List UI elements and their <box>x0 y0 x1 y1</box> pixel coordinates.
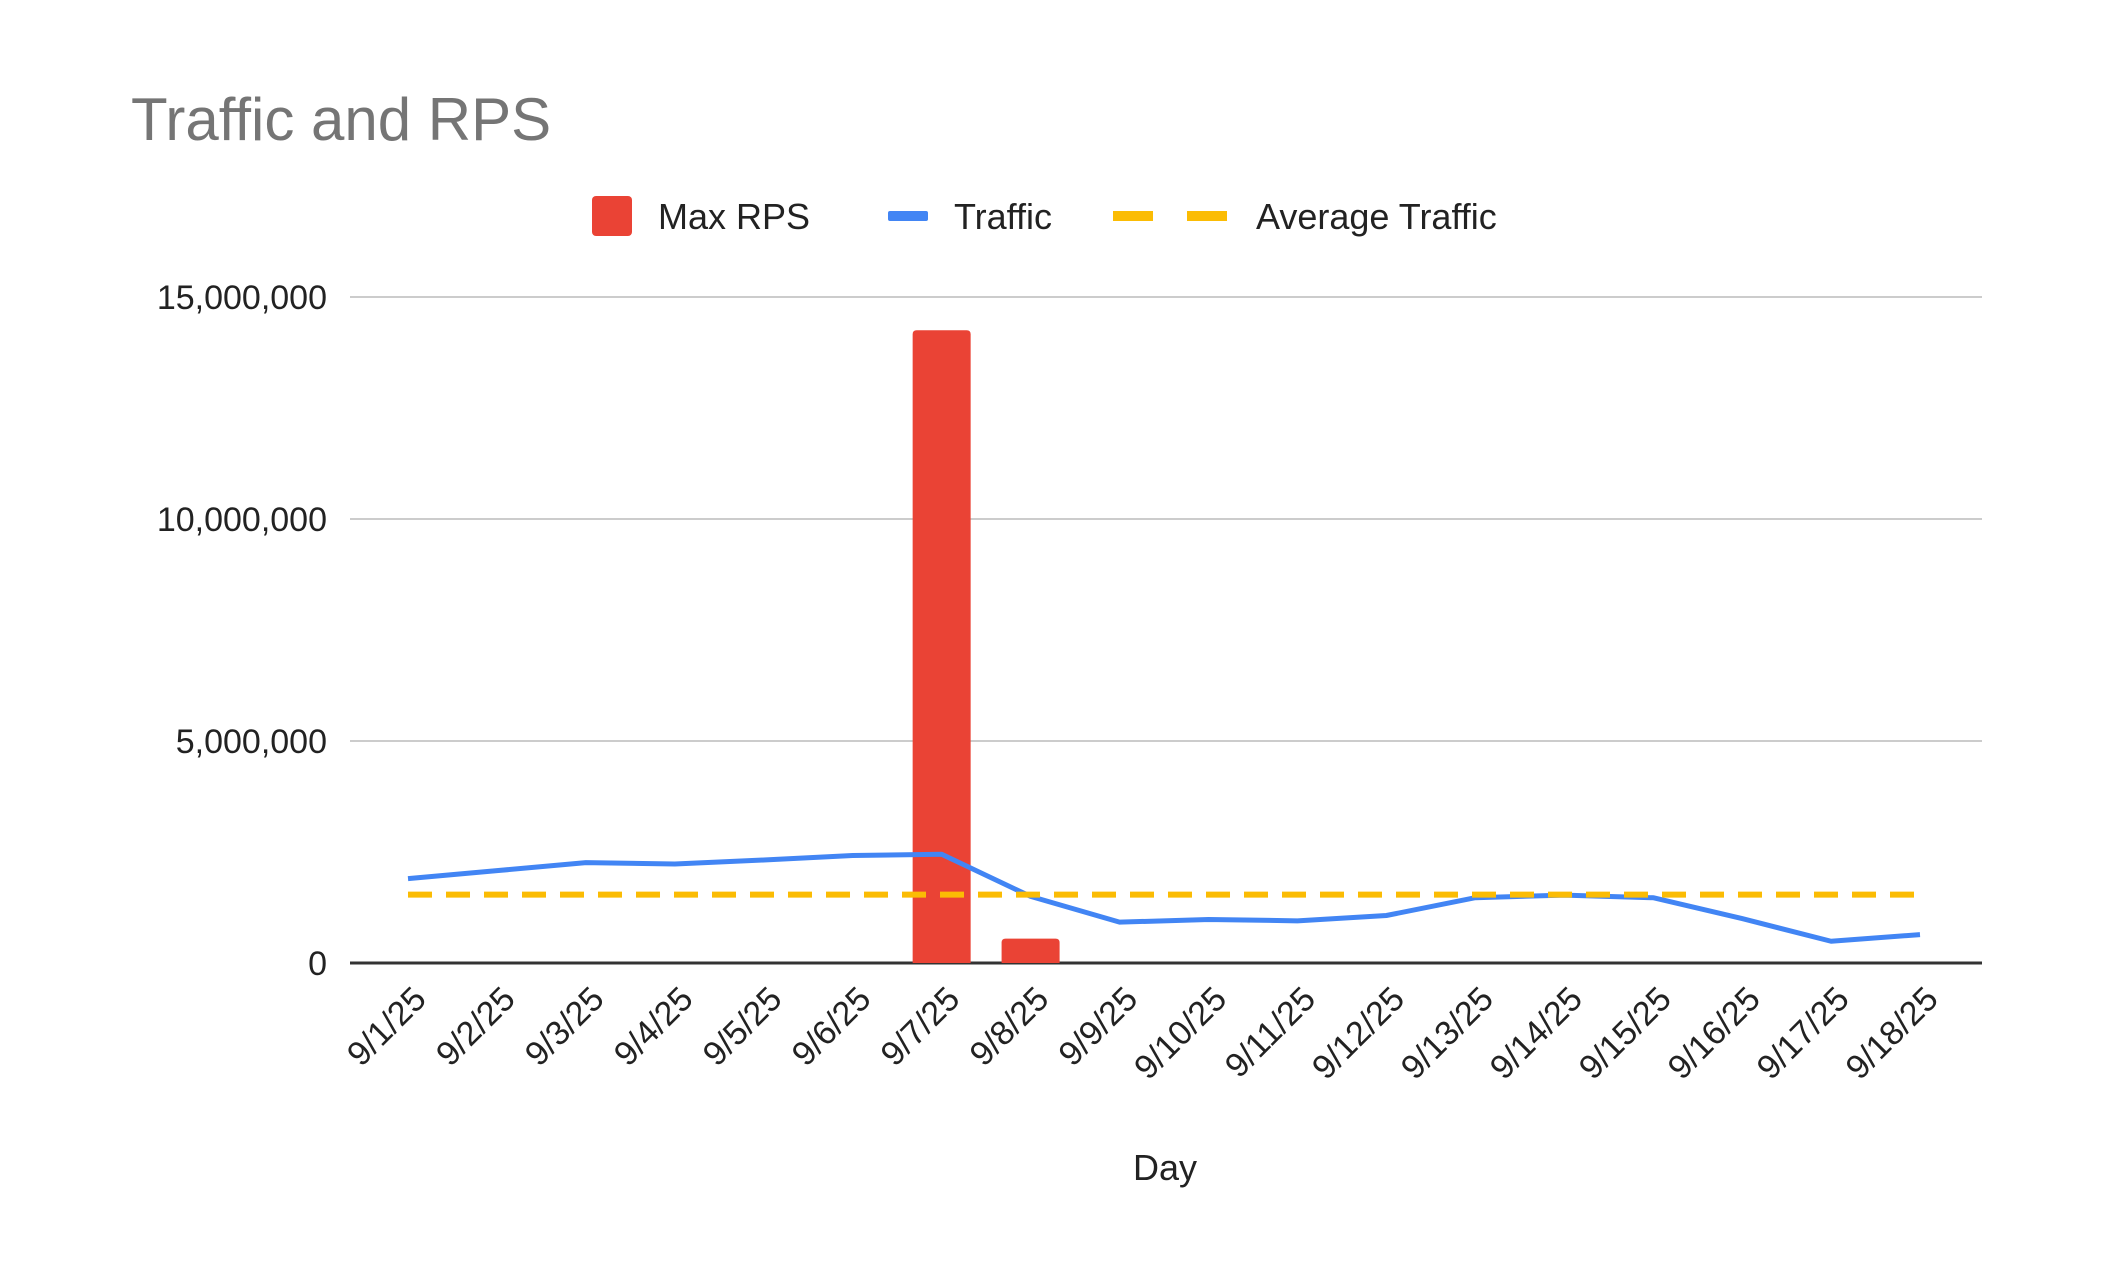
x-tick-label: 9/10/25 <box>1127 980 1234 1087</box>
x-tick-label: 9/13/25 <box>1394 980 1501 1087</box>
legend-label: Max RPS <box>658 196 810 237</box>
x-tick-label: 9/5/25 <box>696 980 790 1074</box>
x-tick-label: 9/6/25 <box>785 980 879 1074</box>
x-tick-label: 9/11/25 <box>1218 980 1323 1085</box>
y-tick-label: 0 <box>308 945 327 983</box>
legend-label: Traffic <box>954 196 1052 237</box>
x-tick-label: 9/8/25 <box>963 980 1057 1074</box>
x-tick-label: 9/4/25 <box>607 980 701 1074</box>
x-tick-label: 9/16/25 <box>1661 980 1768 1087</box>
x-tick-label: 9/17/25 <box>1750 980 1857 1087</box>
x-tick-label: 9/3/25 <box>518 980 612 1074</box>
legend-label: Average Traffic <box>1256 196 1497 237</box>
x-axis-title: Day <box>1133 1147 1197 1188</box>
bar-9/8/25 <box>1001 938 1060 963</box>
legend: Max RPS Traffic Average Traffic <box>592 196 1497 237</box>
chart-title: Traffic and RPS <box>131 86 551 153</box>
y-tick-label: 15,000,000 <box>157 279 327 317</box>
y-tick-label: 5,000,000 <box>176 723 327 761</box>
x-tick-label: 9/15/25 <box>1572 980 1679 1087</box>
x-tick-label: 9/7/25 <box>874 980 968 1074</box>
legend-swatch-traffic <box>888 211 928 221</box>
traffic-line <box>407 851 1921 944</box>
bar-9/7/25 <box>912 330 971 963</box>
y-tick-label: 10,000,000 <box>157 501 327 539</box>
x-tick-label: 9/14/25 <box>1483 980 1590 1087</box>
x-tick-label: 9/12/25 <box>1305 980 1412 1087</box>
x-tick-label: 9/18/25 <box>1839 980 1946 1087</box>
x-tick-label: 9/2/25 <box>429 980 523 1074</box>
legend-swatch-max-rps <box>592 196 632 236</box>
x-tick-label: 9/1/25 <box>340 980 434 1074</box>
